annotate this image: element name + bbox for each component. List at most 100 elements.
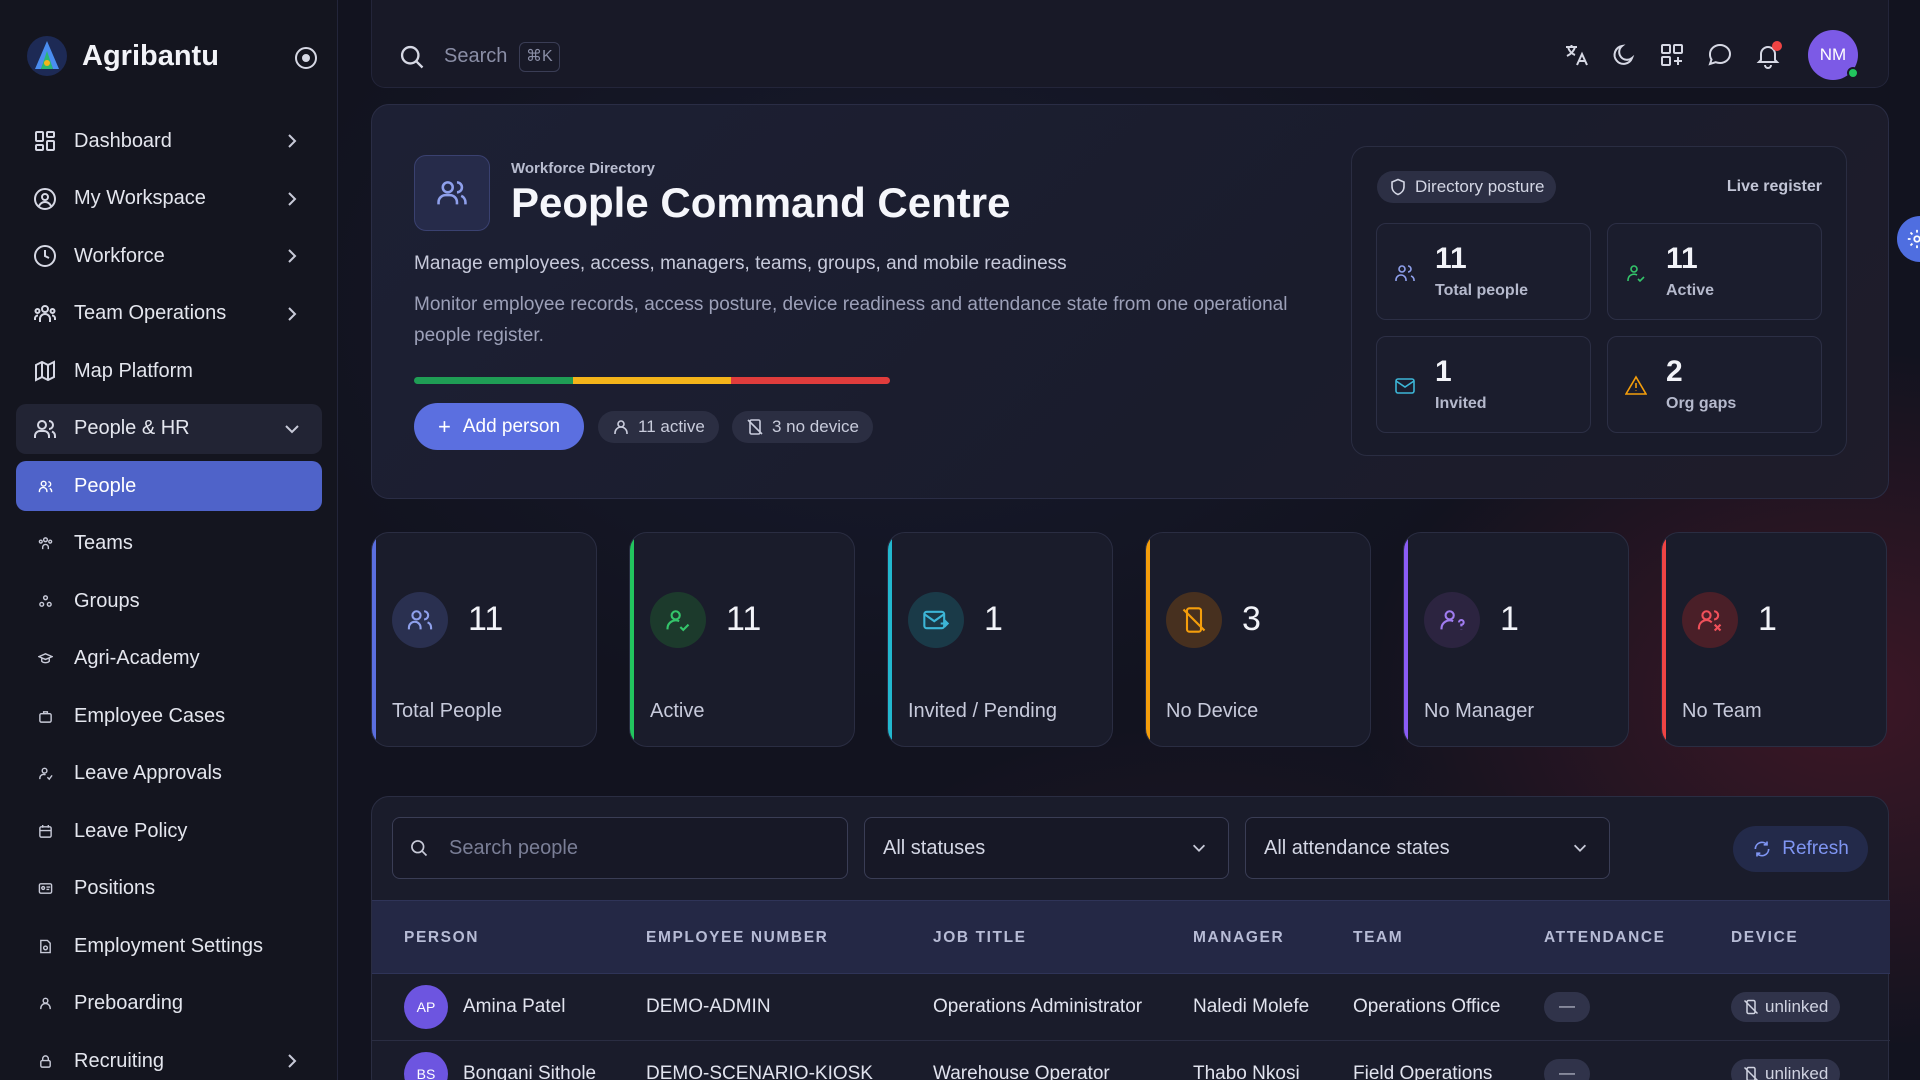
sidebar-item-team-operations[interactable]: Team Operations — [16, 289, 322, 339]
manager-name: Thabo Nkosi — [1193, 1063, 1300, 1080]
column-header-team[interactable]: TEAM — [1353, 929, 1404, 946]
sidebar: Agribantu Dashboard My Workspace Workfor… — [0, 0, 338, 1080]
column-header-job-title[interactable]: JOB TITLE — [933, 929, 1027, 946]
hero-description: Monitor employee records, access posture… — [414, 294, 1288, 346]
sidebar-item-workforce[interactable]: Workforce — [16, 231, 322, 281]
map-icon — [32, 358, 58, 384]
sidebar-item-dashboard[interactable]: Dashboard — [16, 116, 322, 166]
sidebar-item-preboarding[interactable]: Preboarding — [16, 979, 322, 1029]
sidebar-item-groups[interactable]: Groups — [16, 576, 322, 626]
sidebar-item-label: Agri-Academy — [74, 647, 200, 669]
target-icon[interactable] — [294, 46, 318, 70]
groups-icon — [32, 588, 58, 614]
sidebar-item-label: Team Operations — [74, 302, 227, 324]
sidebar-item-label: Employment Settings — [74, 934, 263, 957]
user-question-icon — [1424, 592, 1480, 648]
brand[interactable]: Agribantu — [26, 34, 219, 78]
sidebar-item-teams[interactable]: Teams — [16, 519, 322, 569]
device-off-icon — [1743, 1066, 1759, 1080]
sidebar-item-leave-approvals[interactable]: Leave Approvals — [16, 749, 322, 799]
chip-label: 3 no device — [772, 417, 859, 436]
sidebar-item-my-workspace[interactable]: My Workspace — [16, 174, 322, 224]
stat-card-total-people[interactable]: 11 Total People — [371, 532, 597, 747]
translate-icon[interactable] — [1562, 41, 1590, 69]
directory-posture-panel: Directory posture Live register 11 Total… — [1351, 146, 1847, 456]
sidebar-item-leave-policy[interactable]: Leave Policy — [16, 806, 322, 856]
table-row[interactable]: AP Amina Patel DEMO-ADMIN Operations Adm… — [372, 974, 1890, 1041]
stat-card-active[interactable]: 11 Active — [629, 532, 855, 747]
live-register-label: Live register — [1726, 178, 1822, 195]
column-header-person[interactable]: PERSON — [404, 929, 480, 946]
sidebar-item-label: People — [74, 474, 137, 497]
sidebar-item-label: Teams — [74, 532, 133, 554]
column-header-employee-number[interactable]: EMPLOYEE NUMBER — [646, 929, 829, 946]
sidebar-item-positions[interactable]: Positions — [16, 864, 322, 914]
stat-card-invited-pending[interactable]: 1 Invited / Pending — [887, 532, 1113, 747]
table-row[interactable]: BS Bongani Sithole DEMO-SCENARIO-KIOSK W… — [372, 1041, 1890, 1080]
apps-grid-icon[interactable] — [1658, 41, 1686, 69]
attendance-badge: — — [1544, 992, 1590, 1022]
column-header-attendance[interactable]: ATTENDANCE — [1544, 929, 1666, 946]
chevron-right-icon — [288, 249, 297, 263]
stat-card-no-manager[interactable]: 1 No Manager — [1403, 532, 1629, 747]
column-header-manager[interactable]: MANAGER — [1193, 929, 1285, 946]
id-card-icon — [32, 876, 58, 902]
status-filter-select[interactable]: All statuses — [864, 817, 1229, 879]
plus-icon: + — [437, 413, 451, 439]
refresh-label: Refresh — [1782, 838, 1849, 859]
stat-value: 11 — [468, 600, 504, 638]
refresh-button[interactable]: Refresh — [1733, 826, 1868, 872]
topbar: Search ⌘K NM — [371, 0, 1889, 88]
stat-card-no-team[interactable]: 1 No Team — [1661, 532, 1887, 747]
stat-value: 11 — [726, 600, 762, 638]
global-search-input[interactable]: Search — [444, 45, 508, 67]
chevron-right-icon — [288, 1054, 297, 1068]
hero-subtitle: Manage employees, access, managers, team… — [414, 253, 1067, 274]
settings-drawer-tab[interactable] — [1897, 216, 1920, 262]
bar-segment-green — [414, 377, 573, 384]
chevron-down-icon — [285, 424, 299, 433]
stat-accent-stripe — [1146, 533, 1150, 746]
stat-accent-stripe — [372, 533, 376, 746]
sidebar-item-employee-cases[interactable]: Employee Cases — [16, 691, 322, 741]
posture-card-org-gaps: 2 Org gaps — [1607, 336, 1822, 433]
status-filter-value: All statuses — [883, 836, 986, 859]
moon-icon[interactable] — [1610, 41, 1638, 69]
chat-icon[interactable] — [1706, 41, 1734, 69]
search-icon[interactable] — [398, 43, 426, 71]
sidebar-item-people[interactable]: People — [16, 461, 322, 511]
sidebar-item-label: Workforce — [74, 244, 165, 267]
notifications-button[interactable] — [1754, 41, 1782, 69]
device-status: unlinked — [1765, 1064, 1829, 1080]
stat-value: 1 — [1500, 600, 1519, 638]
people-icon — [392, 592, 448, 648]
employee-number: DEMO-SCENARIO-KIOSK — [646, 1063, 873, 1080]
column-header-device[interactable]: DEVICE — [1731, 929, 1799, 946]
person-name[interactable]: Amina Patel — [463, 996, 566, 1017]
chevron-right-icon — [288, 306, 297, 321]
sidebar-item-map-platform[interactable]: Map Platform — [16, 346, 322, 396]
posture-label: Invited — [1435, 395, 1487, 412]
sidebar-item-label: Leave Policy — [74, 819, 188, 842]
people-search-field[interactable]: Search people — [392, 817, 848, 879]
sidebar-item-agri-academy[interactable]: Agri-Academy — [16, 634, 322, 684]
chevron-right-icon — [288, 134, 297, 148]
user-icon — [32, 991, 58, 1017]
sidebar-item-recruiting[interactable]: Recruiting — [16, 1036, 322, 1080]
person-name[interactable]: Bongani Sithole — [463, 1063, 597, 1080]
sidebar-item-label: Leave Approvals — [74, 762, 222, 784]
sidebar-item-people-hr[interactable]: People & HR — [16, 403, 322, 454]
chevron-down-icon — [1573, 844, 1587, 852]
posture-label: Total people — [1435, 282, 1529, 299]
stat-label: Active — [650, 700, 705, 722]
stat-label: No Team — [1682, 700, 1762, 722]
add-person-button[interactable]: + Add person — [414, 403, 584, 450]
brand-logo-icon — [27, 36, 67, 76]
sidebar-item-employment-settings[interactable]: Employment Settings — [16, 921, 322, 971]
topbar-actions: NM — [1542, 30, 1859, 80]
team-name: Operations Office — [1353, 996, 1501, 1017]
sidebar-item-label: People & HR — [74, 417, 190, 439]
attendance-filter-select[interactable]: All attendance states — [1245, 817, 1610, 879]
stat-card-no-device[interactable]: 3 No Device — [1145, 532, 1371, 747]
user-avatar[interactable]: NM — [1808, 30, 1859, 80]
